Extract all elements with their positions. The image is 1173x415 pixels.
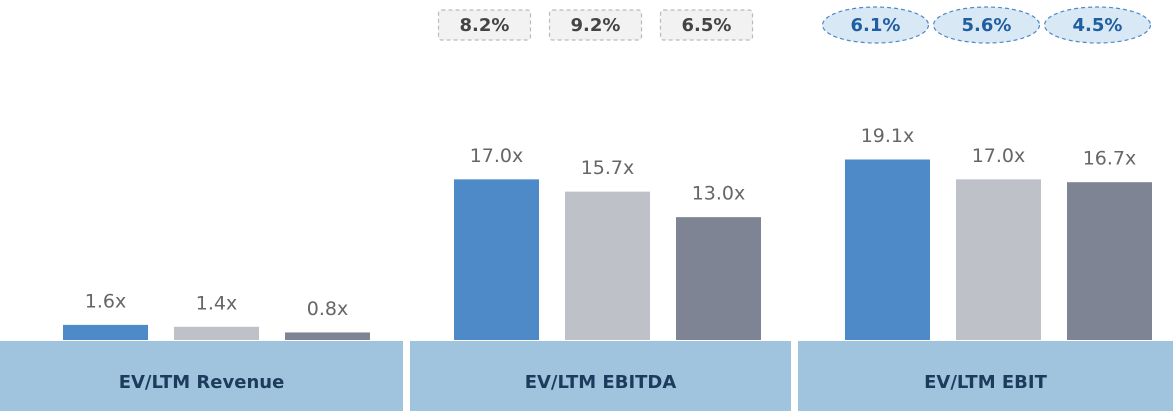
value-label: 1.6x bbox=[85, 290, 126, 312]
badge bbox=[821, 6, 930, 44]
badge bbox=[1043, 6, 1152, 44]
category-panel bbox=[0, 341, 403, 411]
category-label: EV/LTM EBIT bbox=[924, 372, 1047, 393]
badge bbox=[437, 9, 532, 41]
badge-label: 5.6% bbox=[962, 15, 1012, 36]
bar bbox=[454, 179, 539, 340]
badge-label: 6.5% bbox=[682, 15, 732, 36]
value-label: 0.8x bbox=[307, 298, 348, 320]
category-panel bbox=[410, 341, 791, 411]
value-label: 1.4x bbox=[196, 292, 237, 314]
badge bbox=[659, 9, 754, 41]
bar bbox=[174, 326, 259, 340]
bar bbox=[676, 217, 761, 340]
value-label: 16.7x bbox=[1083, 148, 1137, 170]
badge-label: 8.2% bbox=[460, 15, 510, 36]
value-label: 19.1x bbox=[861, 125, 915, 147]
category-panel bbox=[798, 341, 1173, 411]
bar bbox=[285, 332, 370, 340]
badge bbox=[548, 9, 643, 41]
category-label: EV/LTM Revenue bbox=[119, 372, 285, 393]
value-label: 17.0x bbox=[470, 145, 524, 167]
bar bbox=[956, 179, 1041, 340]
value-label: 13.0x bbox=[692, 183, 746, 205]
value-label: 15.7x bbox=[581, 157, 635, 179]
bar bbox=[845, 159, 930, 340]
bar bbox=[1067, 182, 1152, 340]
badge-label: 4.5% bbox=[1073, 15, 1123, 36]
badge-label: 6.1% bbox=[851, 15, 901, 36]
badge bbox=[932, 6, 1041, 44]
category-label: EV/LTM EBITDA bbox=[525, 372, 677, 393]
badge-label: 9.2% bbox=[571, 15, 621, 36]
value-label: 17.0x bbox=[972, 145, 1026, 167]
bar bbox=[565, 191, 650, 340]
bar bbox=[63, 324, 148, 340]
